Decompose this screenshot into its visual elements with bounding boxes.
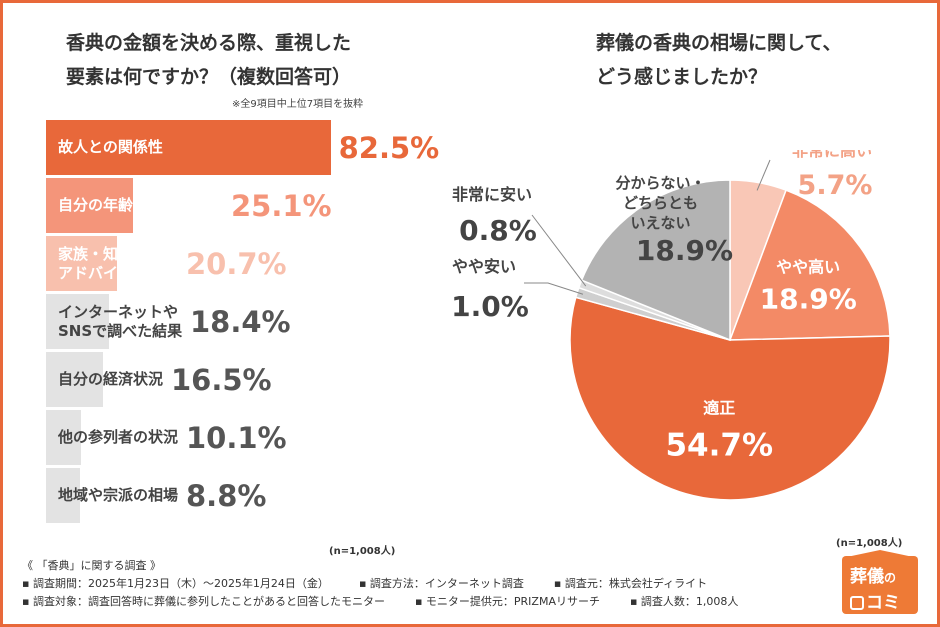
pie-label: 非常に安い [452,185,532,204]
bar-chart-title-line1: 香典の金額を決める際、重視した [66,32,352,54]
leader-line [531,214,587,287]
footer-heading: 《 「香典」に関する調査 》 [22,559,161,572]
bar [46,352,103,407]
bar-chart-note: ※全9項目中上位7項目を抜粋 [232,99,364,110]
pie-chart-sample-size: (n=1,008人) [836,538,903,549]
bar-label: 自分の経済状況 [58,370,164,388]
pie-value-label: 54.7% [665,427,773,463]
bar-label: インターネットや SNSで調べた結果 [58,302,183,340]
bar-value-label: 20.7% [186,246,287,281]
pie-label: 非常に高い [792,150,872,160]
bar-value-label: 25.1% [231,188,332,223]
sougi-no-komi-logo: 葬儀の コミ [842,550,918,614]
pie-slice [580,179,731,342]
bar-label: 故人との関係性 [58,138,163,156]
bar-row: 自分の年齢や社会的立場 25.1% [46,178,466,233]
bar-chart-sample-size: (n=1,008人) [329,546,396,557]
bar-label: 地域や宗派の相場 [58,486,179,504]
footer-count: ▪ 調査人数：1,008人 [629,595,739,608]
bar [46,236,118,291]
bar-chart-title-line2: 要素は何ですか？（複数回答可） [66,66,352,88]
bar [46,468,80,523]
bar-row: 地域や宗派の相場 8.8% [46,468,466,523]
pie-chart-title: 葬儀の香典の相場に関して、 どう感じましたか？ [596,26,916,94]
pie-slice [728,189,891,341]
bar-value-label: 82.5% [338,130,440,165]
bar-row: 故人との関係性 82.5% [46,120,466,175]
leader-line [524,282,584,295]
bar-row: インターネットや SNSで調べた結果 18.4% [46,294,466,349]
bar-row: 家族・知人からの アドバイスや意見 20.7% [46,236,466,291]
bar [46,120,331,175]
bar-value-label: 16.5% [171,362,272,397]
footer-method: ▪ 調査方法：インターネット調査 [358,577,524,590]
pie-value-label: 5.7% [798,170,873,201]
pie-chart: 非常に高い 5.7% やや高い 18.9% 適正 54.7% やや安い 1.0% 非常に安い 0.… [451,150,891,501]
pie-value-label: 18.9% [636,234,733,267]
footer-source: ▪ 調査元：株式会社ディライト [553,577,708,590]
footer-period: ▪ 調査期間：2025年1月23日（木）〜2025年1月24日（金） [22,577,329,590]
logo-box-icon [850,596,864,610]
pie-chart-title-line2: どう感じましたか？ [596,66,768,88]
leader-line [756,159,771,191]
pie-value-label: 18.9% [760,282,857,315]
logo-text-1: 葬儀 [850,567,884,587]
pie-value-label: 0.8% [459,214,537,247]
pie-label: やや安い [452,257,516,276]
pie-label: いえない [630,214,690,232]
bar [46,294,110,349]
pie-slice [569,296,891,501]
bar [46,178,133,233]
bar-label: 自分の年齢や社会的立場 [58,196,224,214]
pie-label: 分からない・ [615,174,705,192]
pie-chart-title-line1: 葬儀の香典の相場に関して、 [596,32,842,54]
bar-chart: 故人との関係性 82.5% 自分の年齢や社会的立場 25.1% 家族・知人からの アドバイ… [46,120,466,540]
bar-value-label: 18.4% [190,304,291,339]
bar-label: 家族・知人からの アドバイスや意見 [58,244,179,282]
footer-row-1: ▪ 調査期間：2025年1月23日（木）〜2025年1月24日（金） ▪ 調査方法… [22,575,738,593]
bar-row: 他の参列者の状況 10.1% [46,410,466,465]
footer-provider: ▪ モニター提供元：PRIZMAリサーチ [414,595,600,608]
pie-value-label: 1.0% [451,290,529,323]
logo-text-2: コミ [866,593,900,613]
logo-text-1-small: の [884,571,897,585]
pie-label: 適正 [703,398,735,417]
bar-label: 他の参列者の状況 [58,428,179,446]
footer-target: ▪ 調査対象：調査回答時に葬儀に参列したことがあると回答したモニター [22,595,385,608]
footer-row-2: ▪ 調査対象：調査回答時に葬儀に参列したことがあると回答したモニター ▪ モニター… [22,593,738,611]
bar-chart-title: 香典の金額を決める際、重視した 要素は何ですか？（複数回答可） [66,26,426,94]
survey-footer: 《 「香典」に関する調査 》 ▪ 調査期間：2025年1月23日（木）〜2025… [22,557,738,611]
bar-value-label: 10.1% [186,420,287,455]
bar-value-label: 8.8% [186,478,267,513]
bar [46,410,81,465]
pie-label: どちらとも [623,194,698,212]
bar-row: 自分の経済状況 16.5% [46,352,466,407]
pie-label: やや高い [776,257,840,276]
logo-roof-icon [842,550,918,558]
